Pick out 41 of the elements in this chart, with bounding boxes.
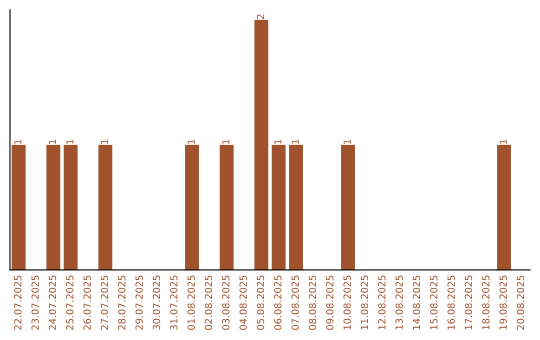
x-tick-label: 30.07.2025 <box>152 276 160 330</box>
x-tick-label: 26.07.2025 <box>83 276 91 330</box>
x-tick-label: 07.08.2025 <box>291 276 299 330</box>
x-tick-label: 31.07.2025 <box>170 276 178 330</box>
data-label: 1 <box>344 140 351 144</box>
data-label: 1 <box>500 140 507 144</box>
x-tick-label: 11.08.2025 <box>360 276 368 330</box>
data-label: 1 <box>292 140 299 144</box>
x-tick-label: 19.08.2025 <box>499 276 507 330</box>
x-tick-label: 25.07.2025 <box>66 276 74 330</box>
x-tick-label: 10.08.2025 <box>343 276 351 330</box>
x-tick-label: 08.08.2025 <box>308 276 316 330</box>
x-tick-label: 27.07.2025 <box>100 276 108 330</box>
x-tick-label: 05.08.2025 <box>256 276 264 330</box>
x-tick-label: 23.07.2025 <box>31 276 39 330</box>
x-tick-label: 18.08.2025 <box>482 276 490 330</box>
data-label: 1 <box>274 140 282 144</box>
x-tick-label: 29.07.2025 <box>135 276 143 330</box>
x-tick-label: 13.08.2025 <box>395 276 403 330</box>
x-tick-label: 06.08.2025 <box>274 276 282 330</box>
data-label: 1 <box>66 140 74 144</box>
x-tick-label: 09.08.2025 <box>326 276 334 330</box>
data-label: 1 <box>14 140 22 144</box>
x-tick-label: 01.08.2025 <box>187 276 195 330</box>
data-label: 1 <box>188 140 195 144</box>
data-label: 1 <box>222 140 230 144</box>
x-tick-label: 16.08.2025 <box>447 276 455 330</box>
x-tick-label: 04.08.2025 <box>239 276 247 330</box>
data-label: 2 <box>256 14 264 20</box>
data-label: 1 <box>48 140 56 144</box>
x-tick-label: 22.07.2025 <box>14 276 22 330</box>
x-tick-label: 15.08.2025 <box>430 276 438 330</box>
x-tick-label: 14.08.2025 <box>412 276 420 330</box>
x-tick-label: 02.08.2025 <box>204 276 212 330</box>
x-tick-label: 24.07.2025 <box>48 276 56 330</box>
data-label: 1 <box>100 140 108 144</box>
x-tick-label: 28.07.2025 <box>118 276 126 330</box>
x-tick-label: 20.08.2025 <box>516 276 524 330</box>
x-tick-label: 12.08.2025 <box>378 276 386 330</box>
x-tick-label: 03.08.2025 <box>222 276 230 330</box>
x-tick-label: 17.08.2025 <box>464 276 472 330</box>
